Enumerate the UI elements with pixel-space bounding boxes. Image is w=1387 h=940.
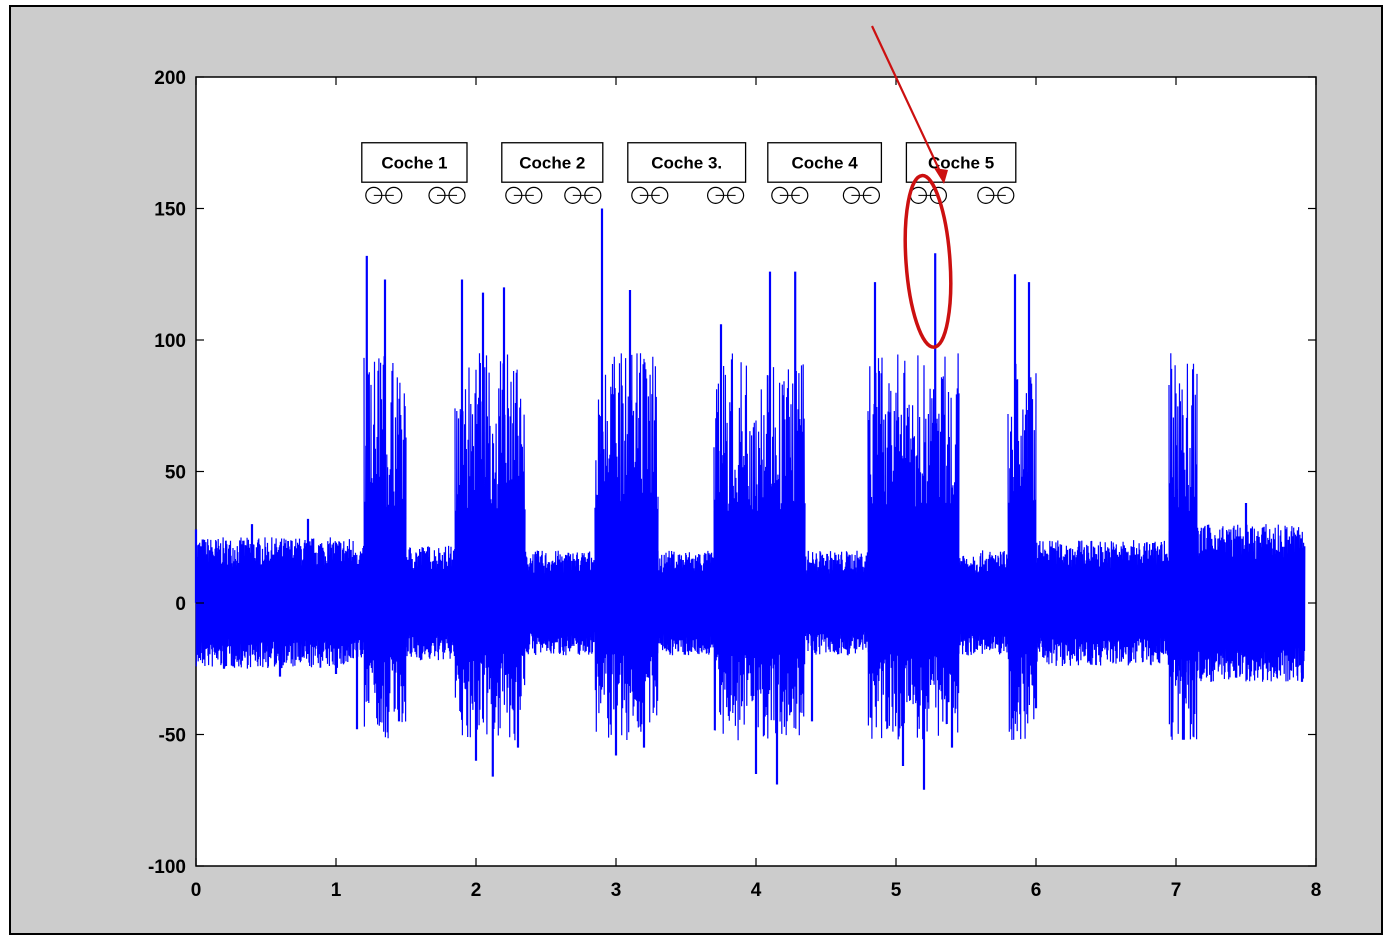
y-tick-label: 200 <box>154 68 186 89</box>
car-annotation: Coche 3. <box>627 142 747 204</box>
signal-burst <box>594 353 659 741</box>
highlight-ellipse <box>903 173 953 349</box>
y-tick-label: -100 <box>148 857 186 878</box>
x-tick-label: 7 <box>1171 880 1182 901</box>
car-annotation: Coche 2 <box>501 142 604 204</box>
car-box <box>767 142 883 183</box>
car-label: Coche 1 <box>381 153 447 172</box>
car-box <box>361 142 468 183</box>
car-annotations: Coche 1 Coche 2 Coche 3. Coche 4 Coche 5 <box>361 142 1017 204</box>
x-tick-label: 6 <box>1031 880 1042 901</box>
highlight-arrow <box>871 25 945 181</box>
y-tick-label: 0 <box>175 594 186 615</box>
y-tick-label: 50 <box>165 463 186 484</box>
highlight-annotation <box>871 25 953 349</box>
x-tick-label: 1 <box>331 880 342 901</box>
signal-burst <box>363 356 407 739</box>
y-tick-label: 150 <box>154 200 186 221</box>
y-tick-label: -50 <box>159 726 186 747</box>
signal-burst <box>454 353 526 741</box>
x-tick-label: 2 <box>471 880 482 901</box>
x-tick-label: 8 <box>1311 880 1322 901</box>
y-tick-label: 100 <box>154 331 186 352</box>
car-annotation: Coche 1 <box>361 142 468 204</box>
x-tick-label: 0 <box>191 880 202 901</box>
car-label: Coche 5 <box>928 153 994 172</box>
signal-burst <box>867 353 960 740</box>
car-label: Coche 4 <box>792 153 859 172</box>
x-tick-label: 3 <box>611 880 622 901</box>
signal-burst <box>1007 363 1037 741</box>
axis-ticks: 0 1 2 3 4 5 6 7 8 200 150 100 50 0 -50 -100 <box>148 68 1321 901</box>
car-label: Coche 2 <box>519 153 585 172</box>
highlight-arrowhead <box>934 168 948 184</box>
x-tick-label: 4 <box>751 880 762 901</box>
signal-burst <box>1168 353 1198 740</box>
car-box <box>627 142 747 183</box>
car-label: Coche 3. <box>651 153 722 172</box>
car-annotation: Coche 4 <box>767 142 883 204</box>
signal-burst <box>713 353 806 741</box>
signal-series <box>194 208 1306 790</box>
x-tick-label: 5 <box>891 880 902 901</box>
car-box <box>501 142 604 183</box>
